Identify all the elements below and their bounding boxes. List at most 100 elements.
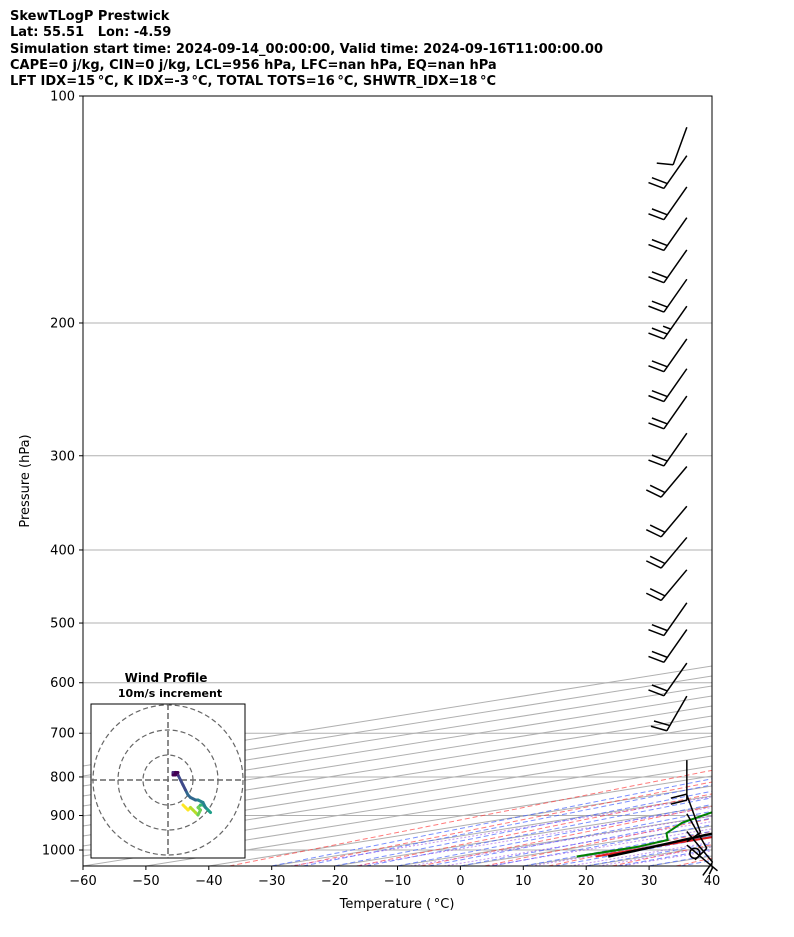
y-axis-label: Pressure (hPa): [18, 434, 33, 527]
x-tick-label: −20: [321, 874, 348, 889]
barb-staff: [663, 602, 688, 636]
barb-flag: [651, 650, 668, 659]
x-axis-label: Temperature ( °C): [339, 897, 455, 912]
barb-flag: [648, 332, 665, 340]
y-tick-label: 800: [50, 770, 75, 785]
barb-flag: [670, 799, 688, 805]
wind-barbs: [645, 126, 718, 876]
wind-barb: [686, 794, 702, 843]
y-tick-label: 500: [50, 617, 75, 632]
barb-staff: [686, 794, 702, 833]
barb-flag: [651, 271, 668, 279]
barb-staff: [660, 569, 688, 601]
barb-staff: [672, 126, 688, 166]
wind-barb: [645, 466, 688, 498]
barb-staff: [663, 278, 688, 313]
wind-barb: [648, 278, 688, 313]
barb-flag: [651, 390, 668, 398]
dry-adiabat: [740, 96, 794, 866]
wind-barb: [648, 186, 688, 221]
barb-flag: [645, 489, 662, 498]
x-axis: −60 −50 −40 −30 −20 −10 0 10 20 30 40: [69, 866, 720, 889]
wind-barb: [648, 368, 688, 403]
isotherm-line: [460, 825, 712, 866]
isotherm-line: [711, 865, 712, 866]
mixing-ratio-lines: [290, 796, 712, 866]
barb-flag: [651, 208, 668, 216]
barb-flag: [649, 555, 666, 565]
barb-flag: [648, 628, 665, 637]
wind-barb: [648, 432, 688, 467]
wind-barb: [648, 395, 688, 430]
barb-flag: [648, 243, 665, 252]
barb-staff: [663, 217, 688, 251]
hodograph-subtitle: 10m/s increment: [118, 687, 222, 700]
x-tick-label: 0: [456, 874, 464, 889]
barb-flag: [670, 793, 688, 799]
wind-barb: [648, 217, 688, 252]
wind-barb: [689, 847, 701, 860]
barb-staff: [666, 695, 688, 732]
dry-adiabat: [548, 830, 712, 866]
moist-adiabat: [460, 817, 712, 866]
isotherm-line: [83, 665, 712, 767]
wind-barb: [648, 305, 688, 340]
isotherm-line: [208, 785, 712, 866]
y-tick-label: 400: [50, 543, 75, 558]
dry-adiabat: [356, 793, 712, 866]
wind-barb: [648, 249, 688, 284]
cape-line: CAPE=0 j/kg, CIN=0 j/kg, LCL=956 hPa, LF…: [10, 57, 497, 73]
barb-flag: [702, 861, 714, 876]
barb-flag: [648, 213, 665, 221]
mixing-ratio-line: [410, 815, 712, 866]
wind-barb: [686, 831, 714, 876]
isotherm-line: [83, 725, 712, 827]
parcel-line: [607, 832, 712, 858]
wind-barb: [648, 662, 688, 697]
isotherm-line: [586, 845, 712, 866]
barb-staff: [663, 249, 688, 284]
barb-flag: [648, 689, 665, 697]
barb-staff: [686, 831, 714, 863]
barb-flag: [648, 181, 665, 190]
moist-adiabats: [271, 778, 712, 866]
wind-barb: [645, 536, 688, 569]
x-tick-label: 30: [641, 874, 658, 889]
isotherm-line: [83, 705, 712, 807]
wind-barb: [650, 695, 688, 732]
dry-adiabat: [611, 844, 712, 866]
barb-flag: [648, 365, 665, 373]
mixing-ratio-line: [290, 796, 712, 866]
moist-adiabat: [711, 865, 712, 866]
dry-adiabat: [229, 769, 712, 866]
hodograph-inset: Wind Profile 10m/s increment: [90, 671, 246, 859]
barb-staff: [663, 338, 688, 373]
barb-flag: [648, 422, 665, 430]
barb-flag: [648, 459, 665, 467]
barb-staff: [663, 629, 688, 663]
y-tick-label: 900: [50, 809, 75, 824]
isotherm-line: [334, 805, 712, 866]
isotherm-line: [649, 855, 712, 866]
moist-adiabat: [334, 790, 712, 866]
barb-staff: [663, 186, 688, 221]
dry-adiabat: [675, 857, 712, 866]
y-tick-label: 700: [50, 727, 75, 742]
mixing-ratio-line: [443, 821, 712, 866]
indices-line: LFT IDX=15 °C, K IDX=-3 °C, TOTAL TOTS=1…: [10, 74, 497, 90]
dry-adiabats: [229, 96, 794, 866]
barb-staff: [663, 305, 688, 340]
barb-staff: [663, 155, 688, 189]
isotherm-line: [271, 795, 712, 866]
barb-flag: [648, 276, 665, 284]
barb-staff: [660, 505, 688, 538]
barb-staff: [663, 662, 688, 697]
moist-adiabat: [397, 803, 712, 866]
wind-barb: [648, 602, 688, 637]
isotherm-line: [775, 96, 794, 866]
isotherm-line: [83, 715, 712, 817]
y-tick-label: 200: [50, 316, 75, 331]
wind-barb: [648, 629, 688, 663]
mixing-ratio-line: [356, 806, 712, 866]
